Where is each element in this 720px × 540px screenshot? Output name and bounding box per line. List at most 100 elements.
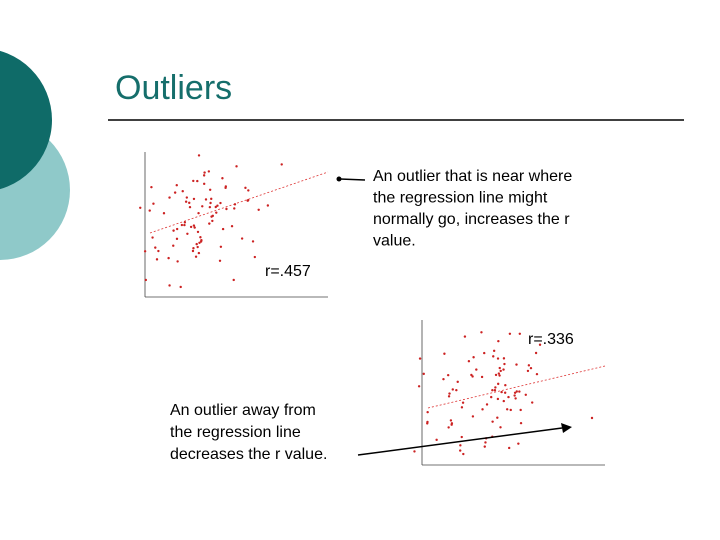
dot: [483, 445, 486, 448]
dot: [208, 188, 212, 191]
dot: [442, 377, 445, 381]
dot: [197, 251, 201, 255]
dot: [526, 369, 530, 373]
dot: [447, 426, 450, 429]
dot: [460, 435, 463, 439]
dot: [492, 355, 495, 358]
dot: [192, 224, 196, 227]
dot: [192, 247, 195, 250]
dot: [475, 368, 478, 371]
dot: [480, 375, 484, 379]
dot: [201, 205, 204, 208]
dot: [184, 200, 188, 203]
dot: [143, 250, 147, 253]
dot: [481, 408, 484, 411]
dot: [447, 395, 451, 398]
r-label: r=.336: [528, 331, 574, 348]
dot: [460, 406, 464, 409]
dot: [179, 285, 182, 289]
dot: [183, 221, 187, 224]
dot: [496, 357, 500, 360]
dot: [172, 229, 175, 232]
dot: [181, 190, 184, 193]
regression-line: [149, 171, 329, 234]
annotation: An outlier that is near where the regress…: [373, 168, 572, 250]
dot: [225, 207, 228, 211]
slide-title: Outliers: [115, 69, 232, 107]
dot: [168, 196, 171, 199]
dot: [484, 441, 487, 444]
dot: [257, 208, 260, 211]
dot: [449, 419, 453, 422]
dot: [446, 373, 450, 377]
arrow: [339, 178, 366, 181]
dot: [162, 212, 166, 215]
dot: [193, 226, 196, 229]
dot: [214, 205, 217, 209]
dot: [518, 390, 521, 393]
dot: [503, 391, 507, 394]
dot: [194, 255, 198, 258]
annotation-line: normally go, increases the r: [373, 211, 570, 228]
dot: [451, 388, 454, 391]
dot: [233, 207, 236, 210]
dot: [472, 356, 475, 359]
dot: [480, 331, 483, 334]
dot: [233, 203, 237, 206]
dot: [191, 249, 195, 253]
dot: [490, 395, 493, 399]
dot: [485, 403, 489, 406]
dot: [467, 360, 471, 363]
dot: [494, 373, 498, 377]
dot: [173, 191, 177, 194]
dot: [175, 227, 179, 231]
dot: [463, 335, 467, 338]
dot: [538, 343, 542, 346]
dot: [211, 219, 214, 223]
dot: [527, 364, 531, 367]
dot: [515, 390, 518, 393]
dot: [197, 154, 201, 157]
dot: [502, 357, 506, 360]
dot: [195, 242, 198, 246]
dot: [456, 380, 459, 384]
dot: [491, 420, 494, 423]
dot: [497, 372, 501, 375]
dot: [471, 415, 475, 418]
dot: [518, 332, 522, 335]
dot: [196, 179, 199, 183]
arrow-head: [561, 423, 572, 433]
dot: [168, 284, 171, 287]
dot: [144, 278, 148, 282]
dot: [507, 395, 510, 399]
dot: [535, 372, 539, 376]
dot: [450, 423, 453, 426]
decor-circle-dark: [0, 50, 52, 190]
dot: [221, 227, 225, 231]
dot: [509, 408, 512, 412]
dot: [534, 351, 538, 355]
dot: [513, 394, 516, 397]
dot: [517, 442, 520, 445]
dot: [500, 390, 503, 394]
dot: [499, 369, 502, 373]
dot: [443, 352, 446, 355]
dot: [492, 349, 496, 353]
dot: [493, 389, 497, 392]
dot: [151, 236, 154, 239]
dot: [497, 339, 500, 343]
dot: [154, 246, 157, 249]
dot: [215, 211, 218, 214]
dot: [185, 196, 189, 199]
dot: [198, 241, 201, 244]
dot: [167, 256, 170, 260]
dot: [418, 357, 422, 360]
dot: [219, 245, 223, 249]
dot: [155, 258, 159, 261]
dot: [209, 201, 212, 205]
dot: [529, 366, 533, 370]
dot: [251, 240, 255, 243]
dot: [176, 260, 179, 263]
